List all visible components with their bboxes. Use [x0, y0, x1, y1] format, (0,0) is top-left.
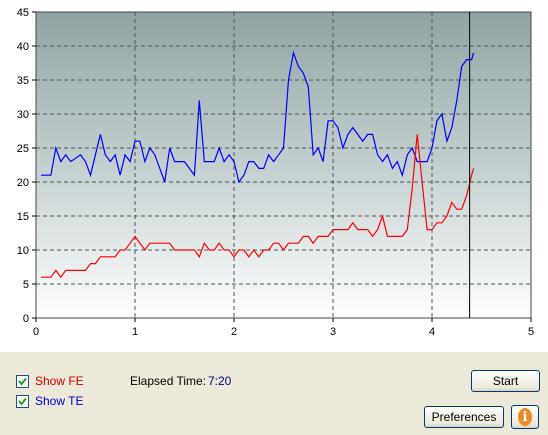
check-icon: [18, 397, 27, 406]
y-tick-label: 30: [17, 109, 29, 121]
x-tick-label: 2: [231, 326, 237, 338]
y-tick-label: 40: [17, 41, 29, 53]
plot-border: [35, 11, 532, 319]
start-button[interactable]: Start: [471, 370, 540, 392]
show-te-label: Show TE: [35, 394, 84, 408]
x-tick-label: 5: [528, 326, 534, 338]
te-series-line: [41, 50, 475, 184]
x-tick-label: 0: [33, 326, 39, 338]
show-fe-checkbox[interactable]: Show FE: [16, 374, 84, 388]
fe-series-line: [41, 134, 475, 279]
y-tick-label: 15: [17, 211, 29, 223]
y-tick-label: 0: [23, 313, 29, 325]
y-tick-label: 35: [17, 75, 29, 87]
checkbox-box[interactable]: [16, 374, 29, 388]
show-fe-label: Show FE: [35, 374, 84, 388]
checkbox-box[interactable]: [16, 394, 29, 408]
elapsed-time-label: Elapsed Time:: [130, 374, 207, 388]
elapsed-time-value: 7:20: [208, 374, 232, 388]
y-tick-label: 25: [17, 143, 29, 155]
x-tick-label: 1: [132, 326, 138, 338]
show-te-checkbox[interactable]: Show TE: [16, 394, 83, 408]
x-tick-label: 3: [330, 326, 336, 338]
info-icon: i: [518, 408, 532, 426]
y-tick-label: 45: [17, 7, 29, 19]
y-tick-label: 20: [17, 177, 29, 189]
plot-background: [36, 12, 531, 318]
controls-panel: Show FE Show TE Elapsed Time: 7:20 Start…: [0, 352, 548, 435]
x-tick-label: 4: [429, 326, 435, 338]
info-button[interactable]: i: [511, 405, 539, 429]
preferences-button[interactable]: Preferences: [424, 406, 504, 428]
y-tick-label: 10: [17, 245, 29, 257]
check-icon: [18, 377, 27, 386]
y-tick-label: 5: [23, 279, 29, 291]
plot-panel: 0 5 10 15 20 25 30 35 40 45 0 1 2 3 4 5: [0, 0, 548, 352]
